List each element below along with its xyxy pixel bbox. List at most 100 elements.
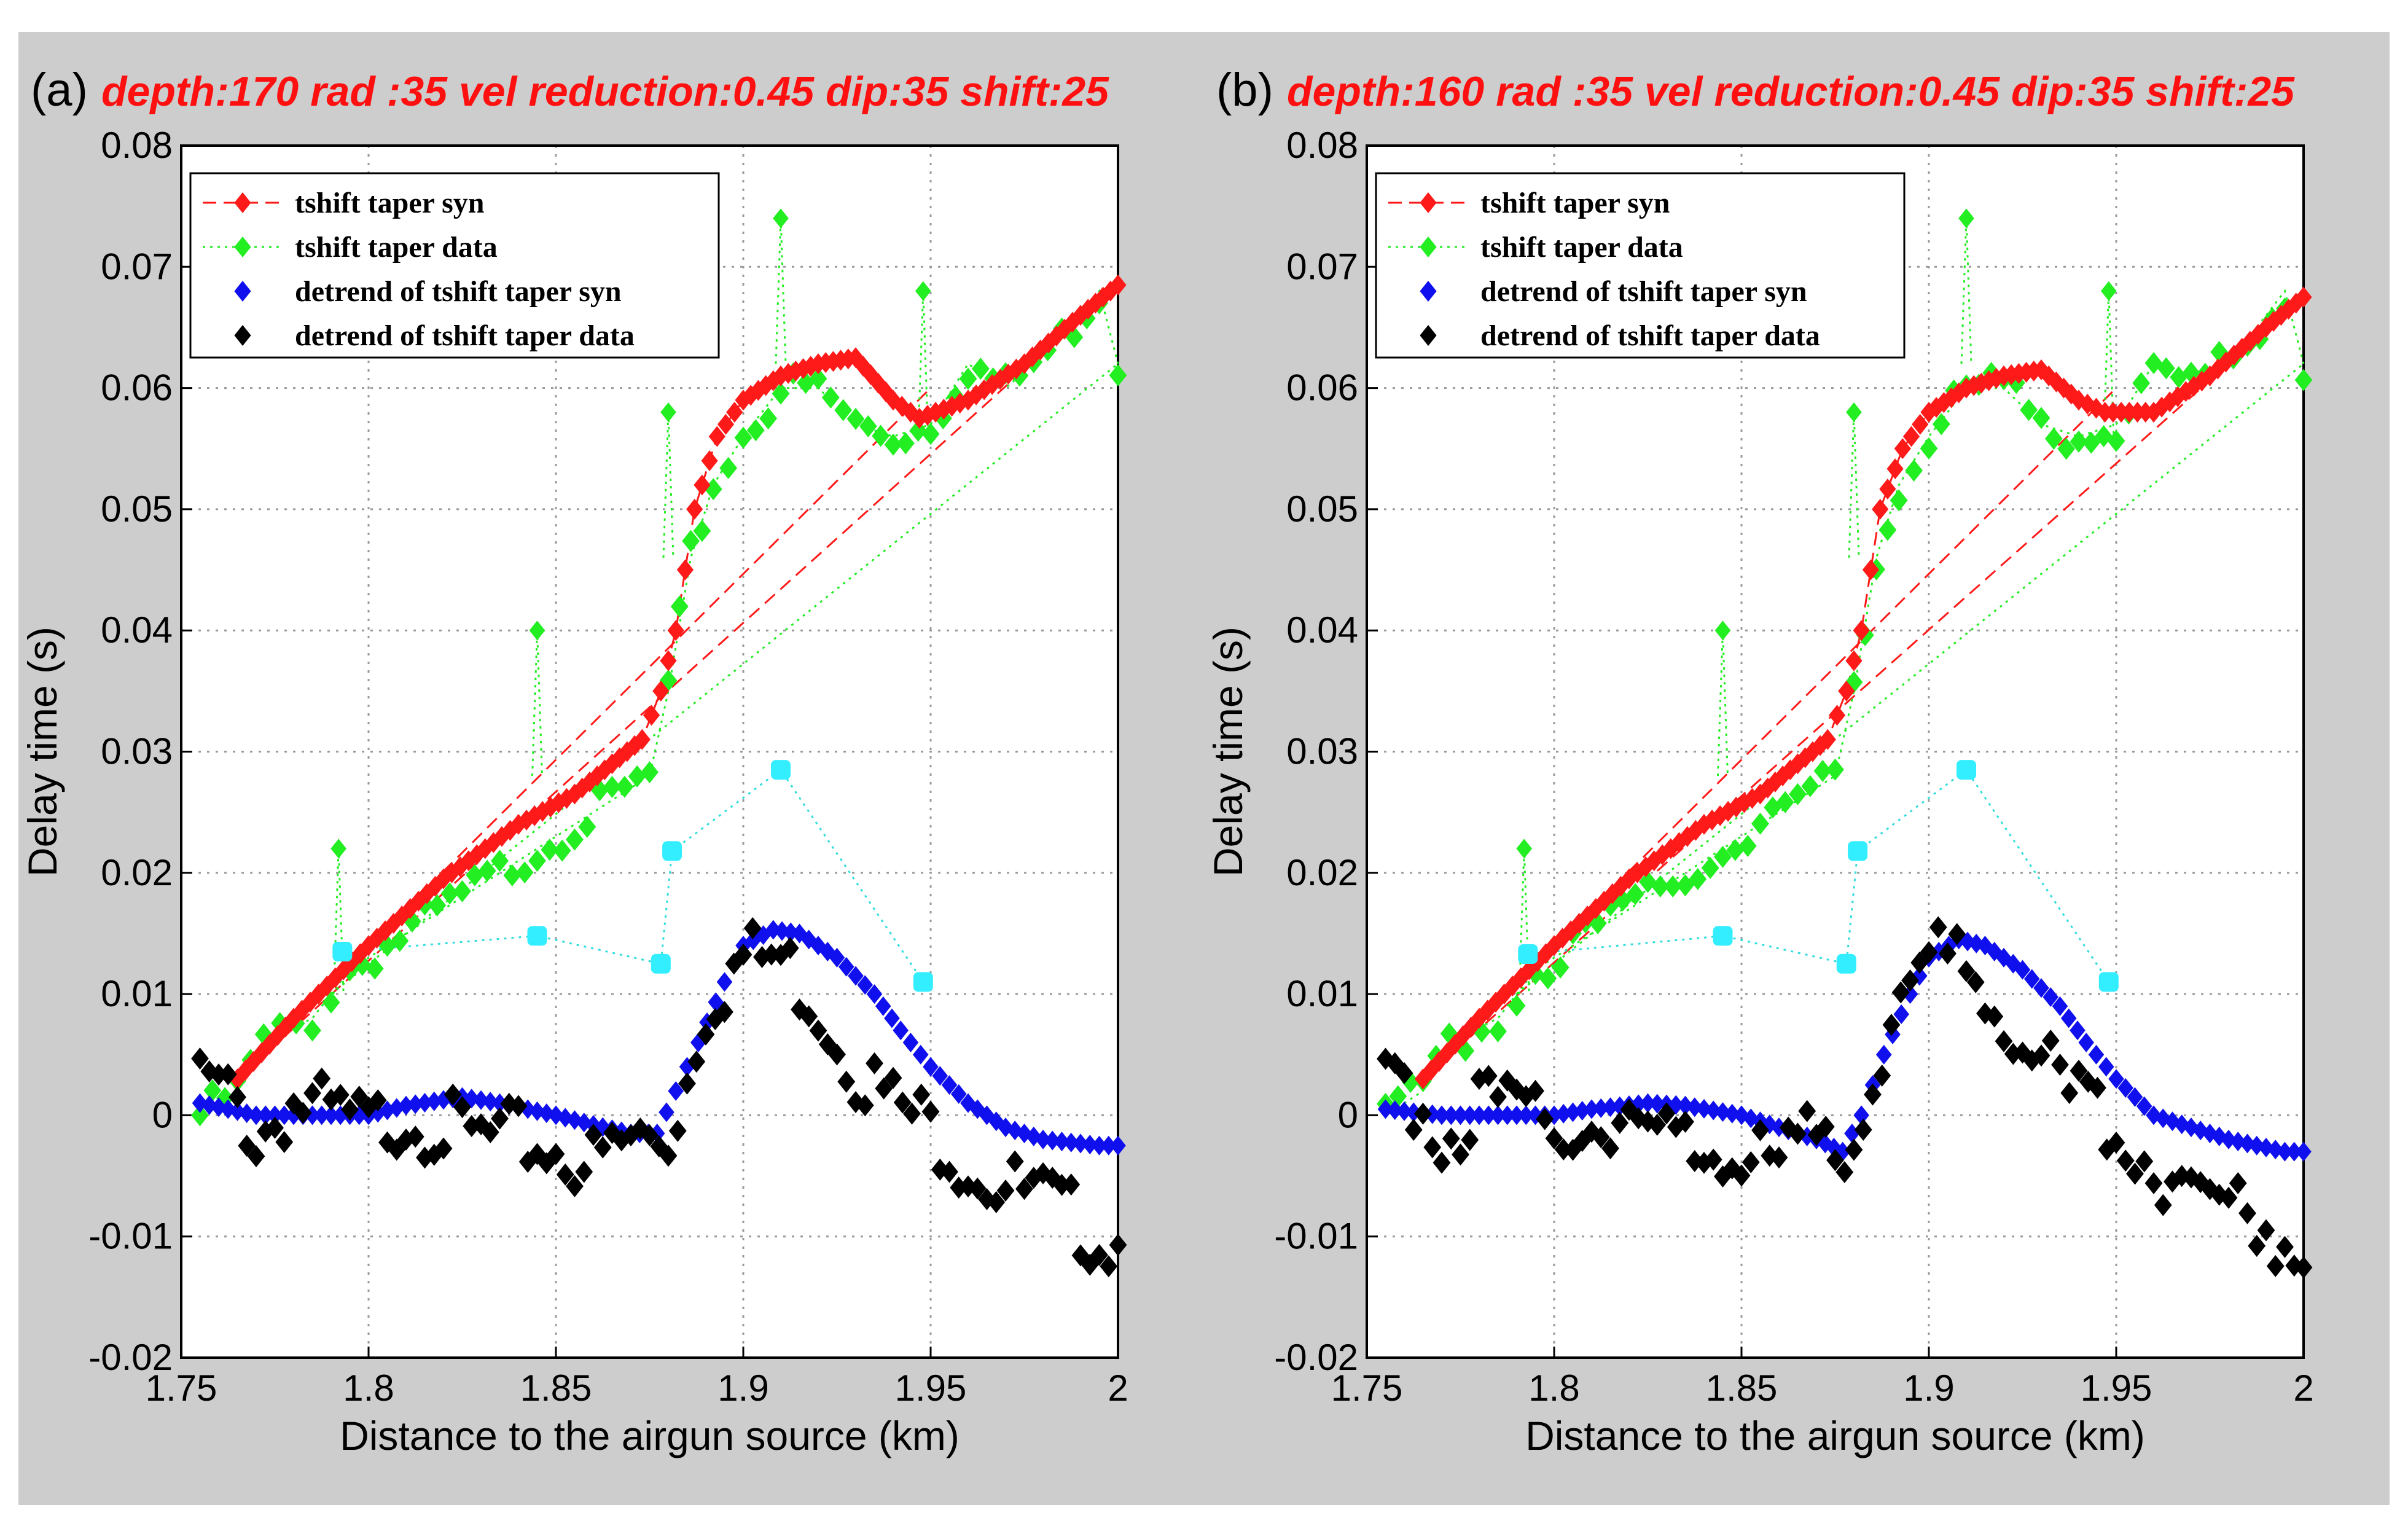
detrend-syn-marker [398, 1095, 414, 1116]
detrend-syn-marker [426, 1091, 442, 1111]
detrend-data-marker [566, 1175, 584, 1197]
detrend-syn-marker [829, 947, 845, 968]
chart-title: depth:160 rad :35 vel reduction:0.45 dip… [1287, 68, 2295, 115]
data-marker [2020, 399, 2038, 421]
data-marker [959, 367, 977, 390]
detrend-syn-marker [1677, 1095, 1694, 1116]
data-marker [366, 957, 384, 980]
legend-marker [1420, 325, 1437, 346]
detrend-data-marker [1545, 1127, 1563, 1150]
syn-marker [2169, 386, 2186, 407]
syn-marker [368, 928, 386, 949]
data-marker [1109, 364, 1127, 386]
syn-marker [2201, 365, 2219, 386]
detrend-data-marker [1742, 1151, 1760, 1173]
detrend-syn-marker [866, 984, 883, 1004]
detrend-syn-marker [332, 1105, 349, 1125]
detrend-data-marker [1611, 1111, 1629, 1134]
detrend-syn-marker [566, 1110, 583, 1130]
syn-marker [542, 796, 559, 818]
x-tick-label: 2 [1108, 1368, 1128, 1409]
detrend-syn-marker [351, 1105, 367, 1125]
detrend-data-marker [743, 917, 762, 939]
detrend-syn-marker [1405, 1102, 1422, 1122]
y-tick-label: 0.03 [1286, 731, 1358, 772]
detrend-data-marker [1657, 1102, 1676, 1125]
data-marker [1789, 783, 1807, 805]
legend-marker [234, 325, 251, 346]
detrend-data-marker [2070, 1059, 2088, 1082]
x-tick-label: 1.85 [520, 1368, 592, 1409]
detrend-data-marker [2126, 1162, 2144, 1185]
y-tick-label: 0.07 [101, 246, 173, 287]
syn-marker [2033, 359, 2050, 381]
syn-marker [960, 389, 977, 411]
detrend-data-marker [275, 1131, 294, 1154]
detrend-data-marker [1442, 1127, 1460, 1150]
detrend-data-marker [2107, 1131, 2125, 1154]
detrend-data-marker [678, 1072, 696, 1095]
syn-marker [277, 1016, 294, 1038]
detrend-syn-marker [848, 966, 864, 986]
legend-marker [234, 237, 251, 257]
detrend-syn-marker [1443, 1105, 1460, 1125]
data-series-line [199, 289, 1119, 1116]
figure-background: 1.75 1.8 1.85 1.9 1.95 2 -0.02 -0.01 0 0.01 0.02 0.… [18, 32, 2390, 1505]
detrend-syn-marker [1611, 1096, 1628, 1116]
detrend-data-marker [284, 1092, 303, 1114]
data-marker [1826, 758, 1844, 781]
x-tick-label: 2 [2293, 1368, 2313, 1409]
detrend-data-marker [1891, 981, 1910, 1004]
syn-marker [1056, 318, 1073, 340]
data-series-line [1385, 289, 2305, 1116]
syn-marker [1562, 920, 1579, 942]
data-marker [203, 1079, 222, 1101]
data-marker [834, 399, 853, 421]
detrend-syn-marker [520, 1099, 536, 1119]
legend-label: tshift taper syn [1480, 187, 1670, 219]
syn-marker [1902, 426, 1920, 447]
y-tick-label: 0.05 [1286, 488, 1358, 530]
detrend-data-marker [940, 1160, 958, 1183]
detrend-data-marker [1929, 916, 1947, 939]
data-marker [2057, 437, 2076, 460]
data-marker [428, 894, 447, 917]
syn-marker [1751, 783, 1769, 805]
syn-marker [1032, 339, 1049, 361]
syn-marker [1520, 959, 1538, 980]
syn-marker [402, 898, 419, 919]
legend-label: tshift taper data [1480, 231, 1683, 264]
cyan-marker [2098, 972, 2119, 992]
detrend-syn-marker [2070, 1020, 2086, 1041]
syn-marker [1670, 832, 1687, 853]
data-marker [746, 419, 765, 442]
detrend-syn-marker [2127, 1087, 2143, 1107]
detrend-data-marker [659, 1144, 678, 1167]
y-axis-label: Delay time (s) [20, 627, 65, 877]
detrend-syn-marker [1100, 1135, 1117, 1156]
data-marker [1932, 413, 1950, 436]
detrend-syn-marker [1630, 1094, 1647, 1114]
detrend-syn-marker [875, 996, 891, 1016]
data-marker [693, 520, 711, 542]
detrend-data-marker [1536, 1108, 1554, 1130]
syn-marker [810, 353, 827, 375]
detrend-syn-marker [1377, 1099, 1394, 1119]
detrend-syn-marker [2296, 1141, 2312, 1162]
x-tick-label: 1.9 [717, 1368, 768, 1409]
syn-marker [643, 705, 660, 726]
syn-marker [1819, 729, 1836, 750]
data-marker [2070, 430, 2088, 453]
data-spike-line [1523, 848, 1530, 995]
detrend-data-marker [434, 1137, 453, 1160]
detrend-data-marker [481, 1121, 499, 1143]
syn-marker [452, 856, 469, 877]
legend-marker [1420, 281, 1437, 302]
detrend-data-marker [2219, 1186, 2238, 1209]
detrend-data-marker [1601, 1137, 1619, 1160]
detrend-syn-marker [1527, 1105, 1544, 1125]
legend-marker [234, 192, 251, 213]
data-marker [859, 415, 877, 437]
chart-panel-b: 1.75 1.8 1.85 1.9 1.95 2 -0.02 -0.01 0 0.01 0.02 0.… [1205, 64, 2314, 1458]
data-marker [872, 425, 890, 447]
